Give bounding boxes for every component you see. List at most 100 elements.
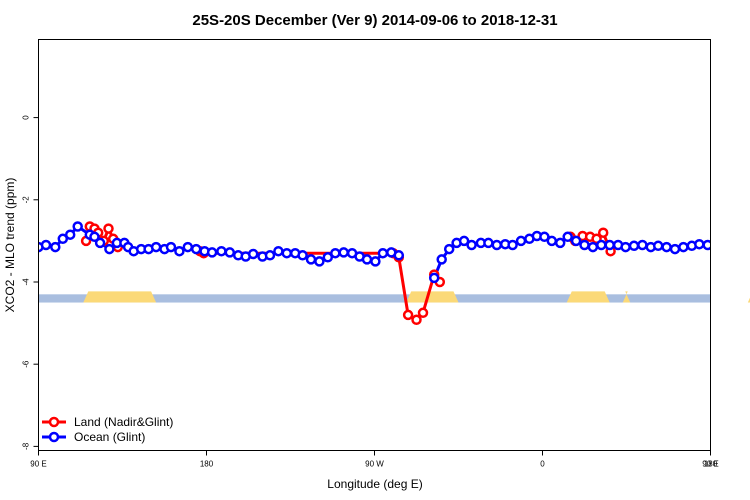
chart-title: 25S-20S December (Ver 9) 2014-09-06 to 2… bbox=[192, 12, 557, 29]
data-point-ocean bbox=[338, 247, 349, 258]
ocean-band bbox=[38, 294, 711, 303]
data-point-ocean bbox=[370, 256, 381, 267]
data-point-ocean bbox=[587, 241, 599, 253]
data-point-ocean bbox=[694, 238, 705, 250]
x-tick-label: 180 bbox=[704, 460, 718, 469]
land-band-segment bbox=[83, 291, 157, 303]
y-tick-label: -6 bbox=[22, 360, 31, 368]
y-tick-label: -8 bbox=[22, 442, 31, 450]
data-point-ocean bbox=[50, 241, 61, 253]
data-point-ocean bbox=[150, 241, 162, 253]
y-tick-label: 0 bbox=[22, 115, 31, 120]
data-point-ocean bbox=[89, 231, 100, 243]
data-point-ocean bbox=[554, 237, 566, 249]
data-point-ocean bbox=[428, 272, 440, 284]
legend-marker-land bbox=[48, 416, 60, 428]
data-point-ocean bbox=[436, 254, 447, 265]
data-point-ocean bbox=[743, 229, 750, 237]
x-tick-label: 90 E bbox=[702, 460, 718, 469]
data-point-ocean bbox=[377, 247, 389, 259]
y-tick-label: -2 bbox=[22, 196, 31, 204]
data-point-ocean bbox=[165, 241, 177, 253]
data-point-ocean bbox=[104, 243, 115, 255]
data-point-ocean bbox=[64, 229, 76, 240]
data-point-ocean bbox=[539, 231, 550, 243]
data-point-ocean bbox=[579, 239, 590, 251]
data-point-ocean bbox=[515, 235, 527, 247]
data-point-ocean bbox=[709, 236, 711, 242]
data-point-ocean bbox=[314, 256, 325, 267]
data-point-ocean bbox=[702, 239, 711, 251]
y-tick-label: -4 bbox=[22, 278, 31, 286]
data-point-ocean bbox=[273, 245, 284, 257]
series-line-land bbox=[746, 227, 750, 260]
data-point-ocean bbox=[40, 239, 52, 251]
data-point-ocean bbox=[330, 247, 341, 259]
legend-marker-ocean bbox=[48, 431, 60, 443]
data-point-land bbox=[417, 307, 429, 319]
data-point-ocean bbox=[224, 247, 236, 258]
data-point-land bbox=[402, 309, 414, 321]
data-point-ocean bbox=[443, 243, 455, 255]
y-axis: 0 -2 -4 -6 -8 bbox=[22, 115, 39, 450]
data-point-ocean bbox=[596, 239, 607, 251]
data-point-ocean bbox=[94, 237, 106, 249]
data-point-ocean bbox=[264, 250, 276, 261]
data-point-ocean bbox=[507, 239, 518, 251]
x-axis-label: Longitude (deg E) bbox=[327, 477, 422, 491]
data-point-ocean bbox=[458, 235, 470, 247]
data-point-ocean bbox=[57, 233, 69, 245]
land-ocean-band bbox=[38, 291, 750, 303]
data-point-ocean bbox=[216, 245, 227, 257]
data-point-ocean bbox=[174, 245, 185, 257]
data-point-ocean bbox=[604, 239, 615, 251]
land-band-segment bbox=[622, 291, 631, 303]
series-group bbox=[38, 221, 750, 326]
data-point-ocean bbox=[637, 239, 648, 251]
data-point-ocean bbox=[281, 247, 293, 259]
legend: Land (Nadir&Glint) Ocean (Glint) bbox=[42, 415, 173, 444]
land-band-segment bbox=[406, 291, 459, 303]
series-layer bbox=[38, 221, 750, 326]
data-point-ocean bbox=[735, 223, 743, 231]
data-point-ocean bbox=[546, 235, 558, 247]
data-point-ocean bbox=[297, 250, 308, 261]
data-point-ocean bbox=[322, 252, 334, 263]
data-point-ocean bbox=[491, 239, 503, 251]
land-band-segment bbox=[747, 297, 750, 303]
x-tick-label: 180 bbox=[200, 460, 214, 469]
x-tick-label: 90 E bbox=[30, 460, 46, 469]
data-point-ocean bbox=[562, 231, 573, 243]
x-tick-label: 0 bbox=[540, 460, 545, 469]
data-point-ocean bbox=[628, 240, 640, 252]
data-point-ocean bbox=[190, 243, 202, 255]
data-point-ocean bbox=[727, 227, 735, 235]
legend-label-ocean: Ocean (Glint) bbox=[74, 430, 145, 444]
y-axis-label: XCO2 - MLO trend (ppm) bbox=[3, 178, 17, 313]
data-point-ocean bbox=[483, 237, 494, 249]
data-point-ocean bbox=[570, 235, 582, 247]
data-point-ocean bbox=[466, 239, 477, 251]
data-point-ocean bbox=[720, 231, 728, 239]
data-point-land bbox=[411, 314, 422, 326]
data-point-ocean bbox=[661, 241, 672, 253]
data-point-ocean bbox=[247, 248, 259, 260]
data-point-ocean bbox=[361, 254, 373, 265]
data-point-ocean bbox=[678, 241, 689, 253]
data-point-ocean bbox=[182, 241, 194, 253]
data-point-ocean bbox=[305, 254, 317, 265]
data-point-ocean bbox=[72, 221, 83, 232]
x-tick-label: 90 W bbox=[365, 460, 384, 469]
data-point-land bbox=[103, 223, 114, 234]
data-point-ocean bbox=[206, 247, 218, 258]
data-point-land bbox=[597, 227, 609, 238]
data-point-ocean bbox=[393, 250, 405, 261]
legend-label-land: Land (Nadir&Glint) bbox=[74, 415, 173, 429]
data-point-ocean bbox=[669, 243, 681, 255]
data-point-ocean bbox=[620, 241, 631, 253]
land-band-segment bbox=[566, 291, 610, 303]
data-point-ocean bbox=[652, 240, 664, 252]
data-point-land bbox=[742, 237, 750, 245]
